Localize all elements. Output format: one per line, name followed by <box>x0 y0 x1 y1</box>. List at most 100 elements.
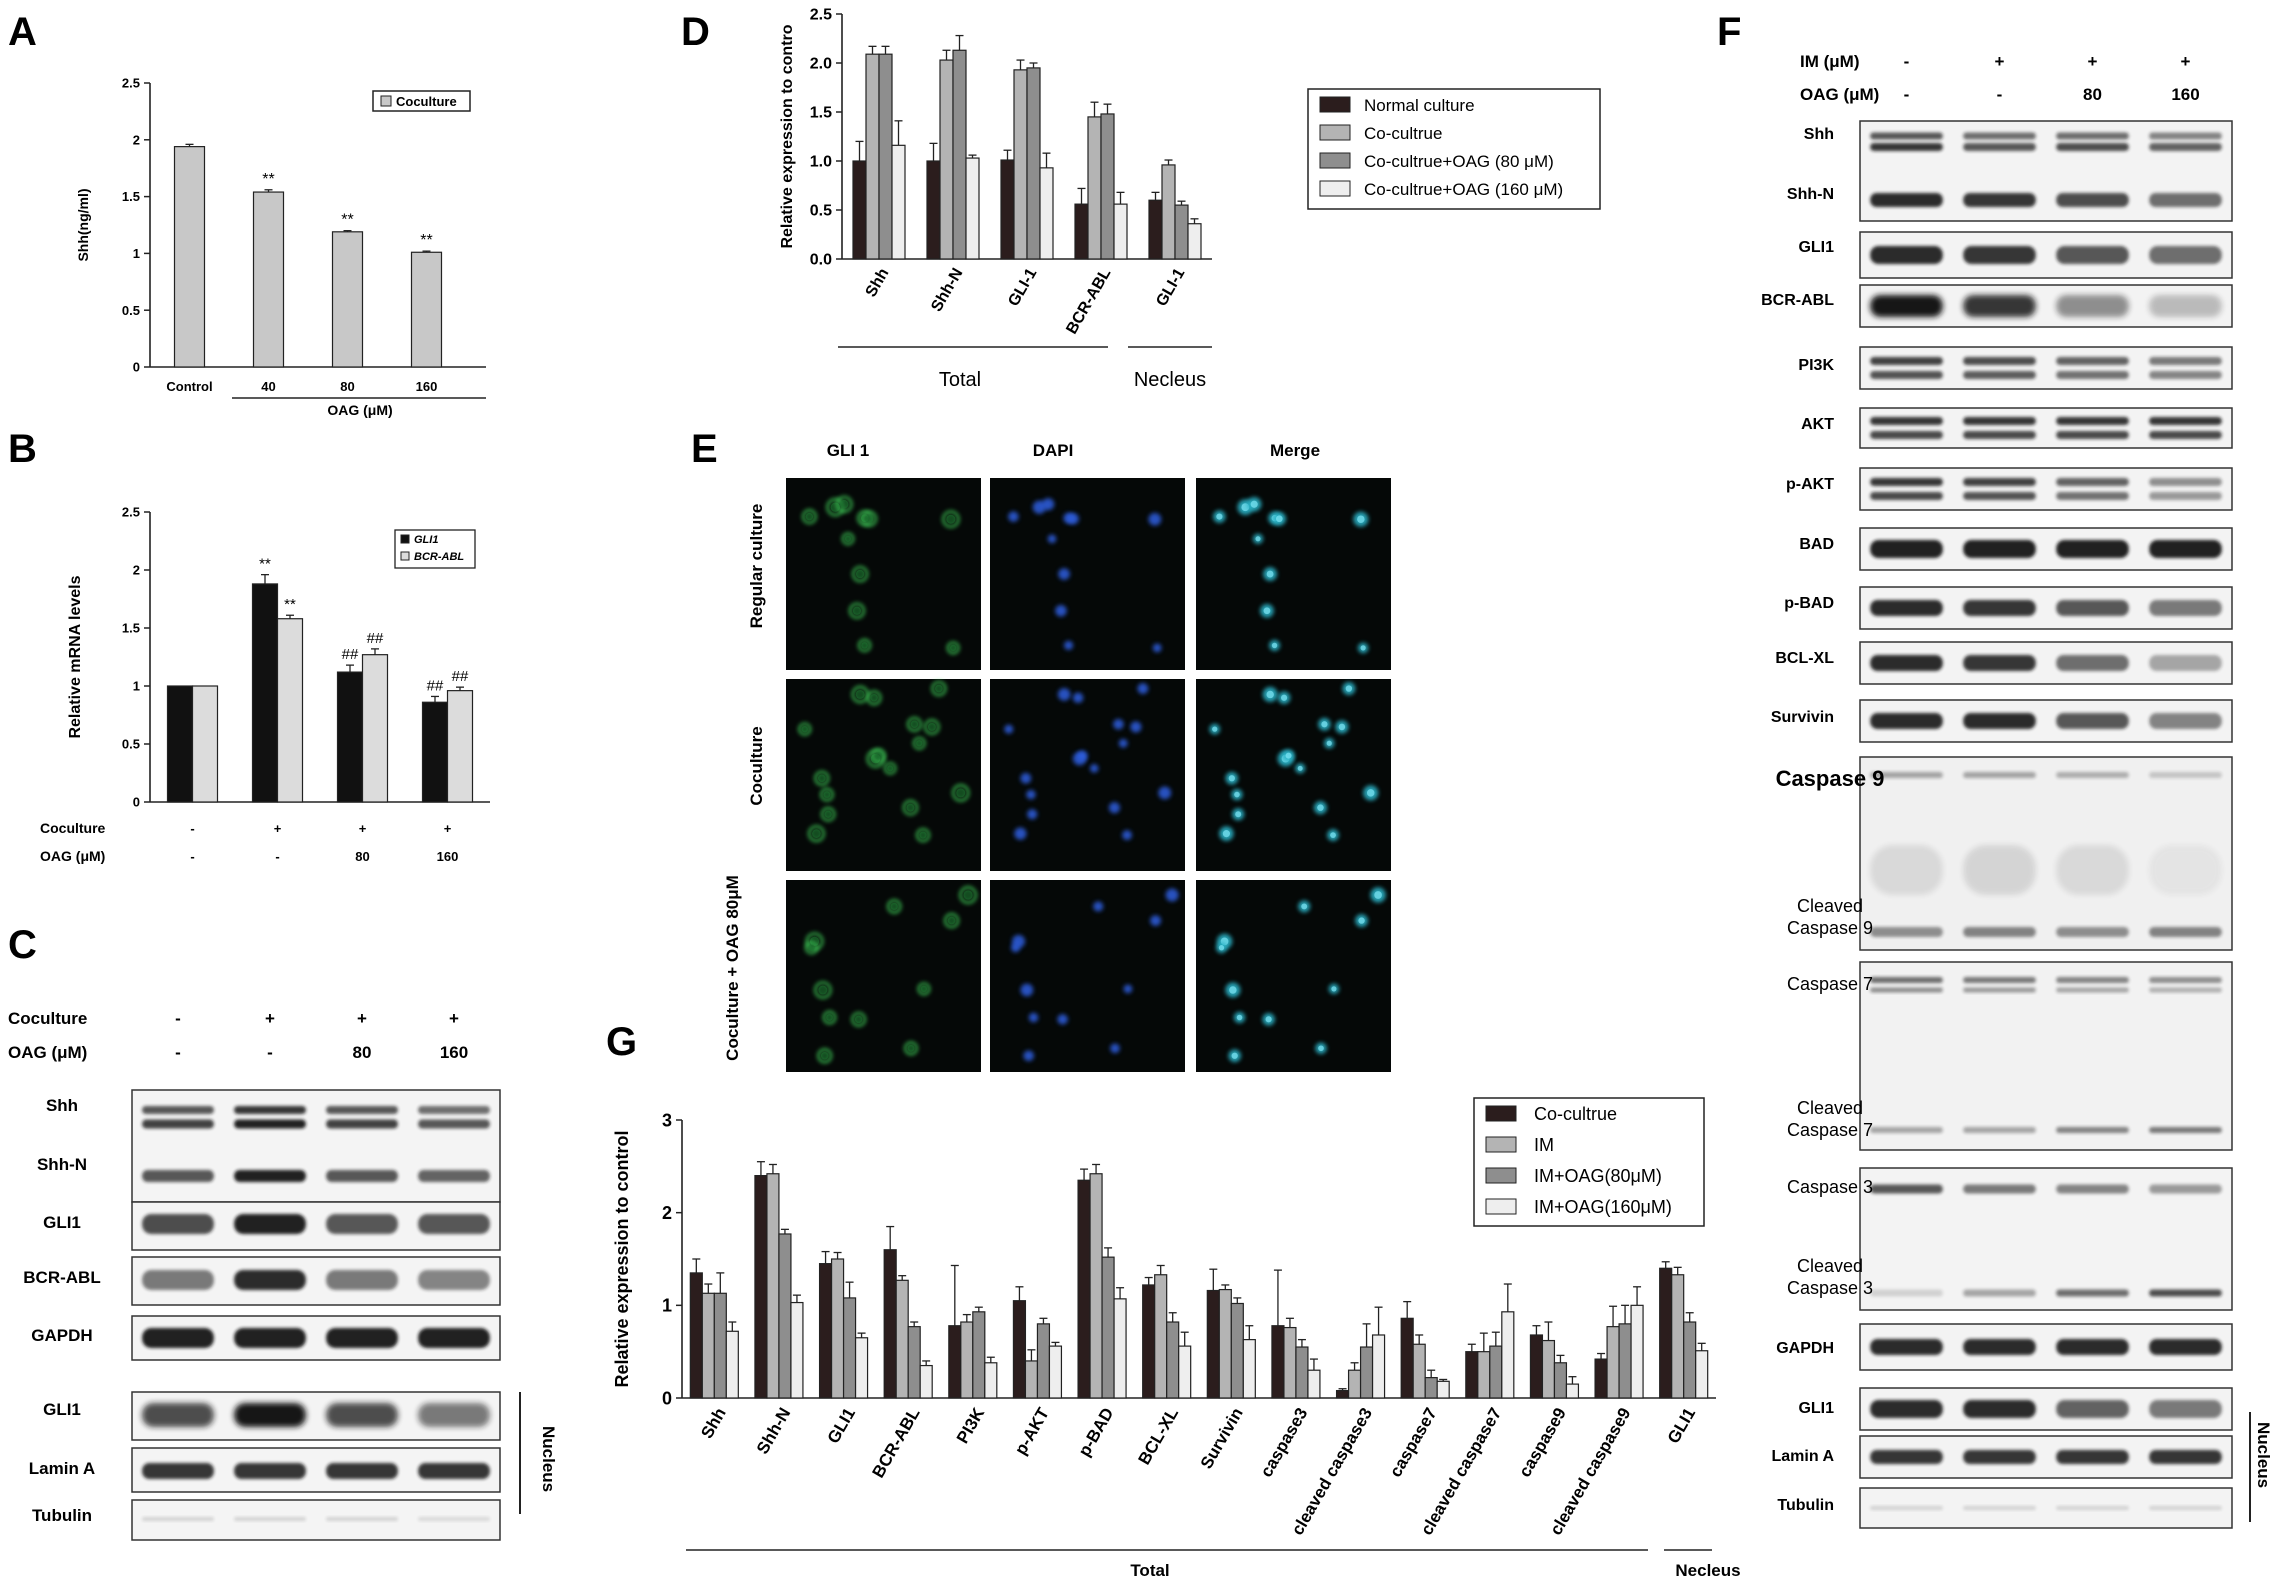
cell-gli1 <box>822 1010 837 1025</box>
bar <box>1271 1325 1285 1399</box>
bar <box>852 160 867 260</box>
cell-dapi <box>1020 772 1032 784</box>
row-label-im: IM (μM) <box>1800 52 1860 71</box>
western-blot <box>1859 407 2233 449</box>
blot-label: BCL-XL <box>1775 650 1834 667</box>
cell-gli1-core <box>874 752 883 760</box>
y-tick-label: 1.0 <box>810 154 832 171</box>
cell-gli1 <box>931 681 947 697</box>
cell-dapi <box>1089 764 1099 773</box>
cell-merge-core <box>1212 726 1218 732</box>
cell-gli1 <box>852 566 869 583</box>
blot-label: Shh-N <box>37 1155 87 1174</box>
bar <box>1630 1304 1644 1399</box>
band <box>2056 1184 2129 1194</box>
band <box>326 1517 398 1521</box>
panel-letter-f: F <box>1717 10 1741 54</box>
bar <box>421 701 449 803</box>
western-blot <box>1859 1387 2233 1431</box>
cell-dapi <box>1047 534 1057 544</box>
band <box>1870 492 1943 500</box>
band <box>142 1517 214 1521</box>
oag-value: 160 <box>440 1043 468 1062</box>
significance-mark: ** <box>284 596 296 613</box>
cell-dapi <box>1055 604 1067 617</box>
cell-gli1-core <box>887 765 894 772</box>
bar <box>1100 113 1115 260</box>
band <box>142 1170 214 1182</box>
band <box>2056 478 2129 486</box>
band <box>1870 845 1943 895</box>
nucleus-label: Nucleus <box>2254 1422 2273 1488</box>
blot-label: BCR-ABL <box>23 1268 100 1287</box>
group-label-nucleus: Necleus <box>1134 369 1206 391</box>
band <box>326 1463 398 1479</box>
oag-value: - <box>175 1043 181 1062</box>
bar <box>1026 67 1041 260</box>
coculture-sign: - <box>175 1009 181 1028</box>
x-tick-label: BCR-ABL <box>868 1405 923 1482</box>
cell-merge-core <box>1280 694 1288 701</box>
band <box>1963 987 2036 993</box>
bar <box>960 1321 974 1399</box>
bar <box>1036 1323 1051 1399</box>
significance-mark: ## <box>342 646 359 663</box>
cell-dapi <box>1118 738 1128 748</box>
bar <box>713 1292 727 1399</box>
y-tick-label: 3 <box>662 1110 672 1130</box>
legend-label: Normal culture <box>1364 96 1475 115</box>
bar <box>891 144 906 260</box>
y-axis-label: Relative expression to control <box>612 1130 632 1387</box>
x-tick-label: caspase3 <box>1257 1405 1312 1481</box>
coculture-sign: - <box>190 821 194 836</box>
band <box>1963 246 2036 264</box>
cell-merge-core <box>1330 832 1336 839</box>
bar <box>1529 1334 1544 1399</box>
legend-label: Co-cultrue <box>1364 124 1442 143</box>
bar <box>1465 1351 1479 1399</box>
cell-merge-core <box>1374 891 1382 899</box>
band <box>1963 1450 2036 1464</box>
x-tick-label: Shh <box>863 266 893 301</box>
cell-merge-core <box>1218 945 1225 951</box>
cell-dapi <box>1165 888 1179 902</box>
oag-value: 160 <box>2171 85 2199 104</box>
western-blot <box>131 1201 501 1251</box>
band <box>2056 655 2129 671</box>
band <box>2149 1339 2222 1355</box>
blot-label: GLI1 <box>1798 1400 1834 1417</box>
legend-d: Normal culture Co-cultrue Co-cultrue+OAG (… <box>1307 88 1601 210</box>
bar <box>1659 1267 1673 1399</box>
band <box>2149 132 2222 140</box>
blot-label: GAPDH <box>1776 1340 1834 1357</box>
y-tick-label: 0.5 <box>122 303 140 318</box>
blot-label: BCR-ABL <box>1761 292 1834 309</box>
western-blot <box>131 1089 501 1203</box>
micrograph <box>1196 478 1391 670</box>
cell-gli1 <box>798 722 812 736</box>
legend-label: BCR-ABL <box>414 551 464 563</box>
blot-label: BAD <box>1799 536 1834 553</box>
blot-label: Survivin <box>1771 709 1834 726</box>
col-label-dapi: DAPI <box>1033 441 1074 460</box>
western-blot <box>1859 961 2233 1151</box>
band <box>326 1270 398 1290</box>
blot-frame <box>1859 961 2233 1151</box>
bar <box>1113 203 1128 260</box>
band <box>1963 1127 2036 1133</box>
band <box>142 1328 214 1348</box>
y-tick-label: 2.5 <box>122 76 140 91</box>
nucleus-label: Nucleus <box>539 1426 558 1492</box>
legend-swatch <box>400 534 410 544</box>
band <box>1870 1339 1943 1355</box>
panel-e-static: GLI 1 DAPI Merge Regular culture Cocultu… <box>723 441 1320 1061</box>
caspase-label: Caspase 7 <box>1787 974 1873 994</box>
x-tick-label: Shh-N <box>753 1405 794 1458</box>
western-blot <box>1859 756 2233 951</box>
bar <box>766 1173 780 1399</box>
cell-merge-core <box>1358 917 1365 924</box>
band <box>2056 1127 2129 1133</box>
cell-gli1-core <box>963 890 973 900</box>
cell-merge-core <box>1263 607 1271 615</box>
band <box>2056 492 2129 500</box>
